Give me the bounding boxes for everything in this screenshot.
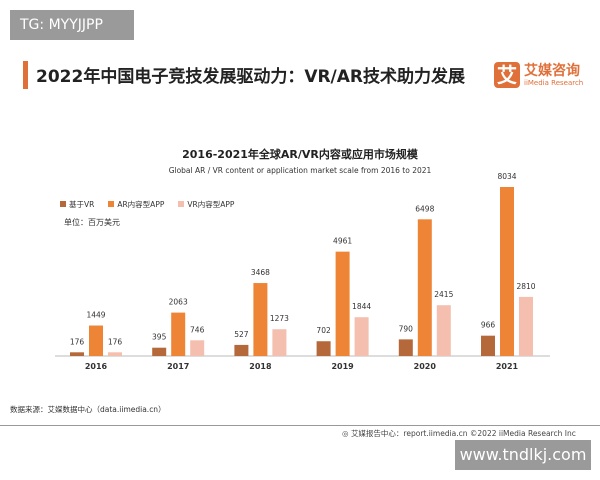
data-label: 2415 [434,290,453,299]
chart-subtitle: Global AR / VR content or application ma… [168,166,432,175]
x-tick-label: 2019 [331,362,354,371]
data-label: 6498 [415,204,434,213]
data-label: 8034 [497,172,516,181]
logo-text-cn: 艾媒咨询 [524,63,580,79]
x-tick-label: 2021 [496,362,519,371]
bar [481,335,495,356]
bar [500,187,514,356]
title-accent-bar [23,61,28,89]
logo-icon: 艾 [494,62,520,88]
data-label: 702 [316,326,331,335]
page-title: 2022年中国电子竞技发展驱动力：VR/AR技术助力发展 [36,67,466,87]
data-label: 1449 [86,311,105,320]
legend: 基于VR AR内容型APP VR内容型APP [60,199,234,210]
data-label: 527 [234,330,249,339]
data-label: 966 [481,321,496,330]
bar [335,251,350,356]
data-label: 176 [70,337,85,346]
chart-title: 2016-2021年全球AR/VR内容或应用市场规模 [182,148,418,161]
legend-label: AR内容型APP [117,200,165,209]
data-label: 176 [108,337,123,346]
x-tick-label: 2016 [85,362,108,371]
bar [519,296,533,356]
x-tick-label: 2018 [249,362,272,371]
data-label: 3468 [251,268,270,277]
footer: ◎ 艾媒报告中心：report.iimedia.cn ©2022 iiMedia… [342,428,576,439]
globe-icon: ◎ [342,429,351,438]
legend-swatch [108,201,115,207]
logo-text-en: iiMedia Research [524,79,584,87]
data-label: 2063 [169,298,188,307]
bar [417,219,432,356]
x-tick-label: 2020 [414,362,437,371]
bar [152,347,167,356]
bar [70,352,84,356]
bar [171,312,186,356]
footer-text: 艾媒报告中心：report.iimedia.cn ©2022 iiMedia R… [350,429,576,438]
bar [190,340,205,356]
bar [234,344,249,356]
data-label: 1273 [270,314,289,323]
watermark-top: TG: MYYJJPP [10,10,134,40]
data-label: 1844 [352,302,371,311]
legend-item: VR内容型APP [178,199,234,210]
legend-label: 基于VR [69,200,95,209]
bar [316,341,331,356]
bar [272,329,287,356]
data-label: 790 [399,324,414,333]
data-source: 数据来源：艾媒数据中心（data.iimedia.cn） [10,405,166,414]
watermark-bottom: www.tndlkj.com [455,440,591,470]
bar [436,305,451,356]
bar [398,339,413,356]
data-label: 2810 [516,282,535,291]
divider [0,425,600,426]
bar [253,283,268,356]
data-label: 4961 [333,237,352,246]
data-label: 395 [152,333,167,342]
unit-label: 单位：百万美元 [64,218,120,227]
legend-item: 基于VR [60,199,94,210]
legend-swatch [178,201,185,207]
legend-label: VR内容型APP [187,200,235,209]
data-label: 746 [190,325,205,334]
bar [354,317,369,356]
bar [89,325,103,356]
legend-item: AR内容型APP [108,199,164,210]
legend-swatch [60,201,66,207]
bar [108,352,122,356]
x-tick-label: 2017 [167,362,189,371]
